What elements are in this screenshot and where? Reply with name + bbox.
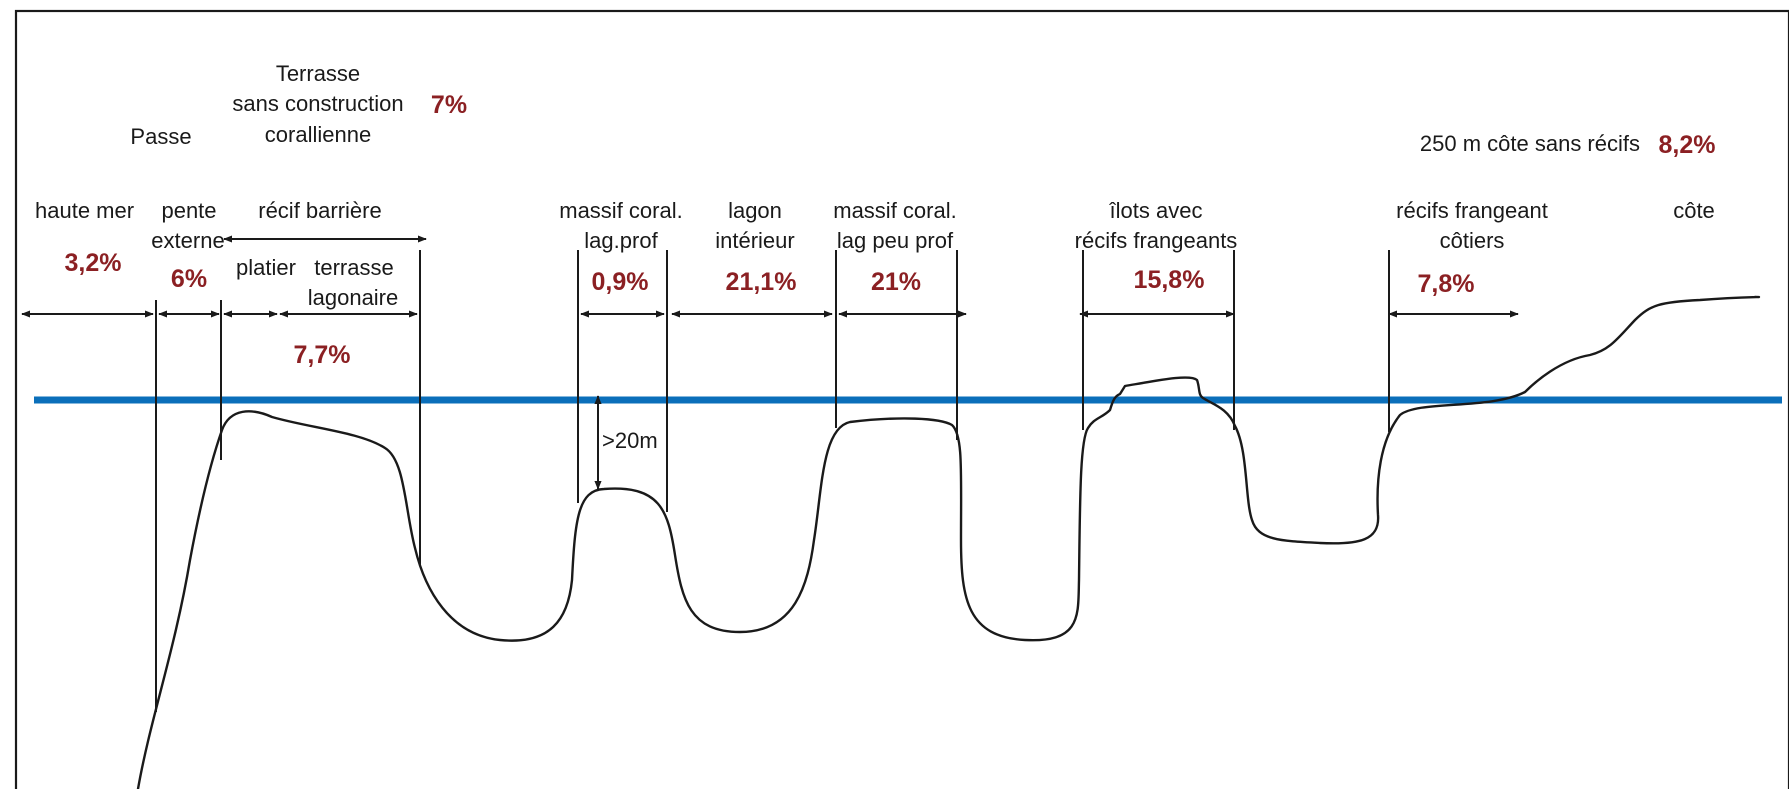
label-terrasse-3: corallienne bbox=[265, 122, 371, 147]
label-externe: externe bbox=[151, 228, 224, 253]
label-cote: côte bbox=[1673, 198, 1715, 223]
label-recifs-2: côtiers bbox=[1440, 228, 1505, 253]
zone-labels: haute mer pente externe Passe Terrasse s… bbox=[35, 61, 1715, 310]
label-massif-peu-2: lag peu prof bbox=[837, 228, 954, 253]
reef-profile bbox=[136, 295, 1761, 789]
label-recif-barriere: récif barrière bbox=[258, 198, 381, 223]
label-massif-peu-1: massif coral. bbox=[833, 198, 956, 223]
label-lagonaire: lagonaire bbox=[308, 285, 399, 310]
label-ilots-1: îlots avec bbox=[1109, 198, 1203, 223]
pct-lagon-interieur: 21,1% bbox=[726, 268, 797, 296]
label-terrasse: terrasse bbox=[314, 255, 393, 280]
pct-cote-sans-recifs: 8,2% bbox=[1659, 131, 1716, 159]
pct-massif-lag-peu-prof: 21% bbox=[871, 268, 921, 296]
pct-ilots: 15,8% bbox=[1134, 266, 1205, 294]
label-massif-prof-2: lag.prof bbox=[584, 228, 658, 253]
label-cote-sans-recifs: 250 m côte sans récifs bbox=[1420, 131, 1640, 156]
pct-recifs-frangeants: 7,8% bbox=[1418, 270, 1475, 298]
label-haute-mer: haute mer bbox=[35, 198, 134, 223]
label-terrasse-1: Terrasse bbox=[276, 61, 360, 86]
label-recifs-1: récifs frangeant bbox=[1396, 198, 1548, 223]
pct-terrasse-sans-construction: 7% bbox=[431, 91, 467, 119]
label-platier: platier bbox=[236, 255, 296, 280]
label-passe: Passe bbox=[130, 124, 191, 149]
diagram-frame bbox=[14, 9, 1789, 789]
zone-percentages: 3,2% 6% 7% 7,7% 0,9% 21,1% 21% 15,8% 7,8… bbox=[65, 91, 1716, 369]
depth-label: >20m bbox=[602, 428, 658, 453]
label-ilots-2: récifs frangeants bbox=[1075, 228, 1238, 253]
zone-boundaries bbox=[155, 250, 1390, 712]
pct-pente-externe: 6% bbox=[171, 265, 207, 293]
pct-massif-lag-prof: 0,9% bbox=[592, 268, 649, 296]
label-pente: pente bbox=[161, 198, 216, 223]
label-lagon-2: intérieur bbox=[715, 228, 794, 253]
pct-platier-terrasse: 7,7% bbox=[294, 341, 351, 369]
label-terrasse-2: sans construction bbox=[232, 91, 403, 116]
pct-haute-mer: 3,2% bbox=[65, 249, 122, 277]
label-lagon-1: lagon bbox=[728, 198, 782, 223]
label-massif-prof-1: massif coral. bbox=[559, 198, 682, 223]
extent-arrows bbox=[21, 235, 1519, 318]
